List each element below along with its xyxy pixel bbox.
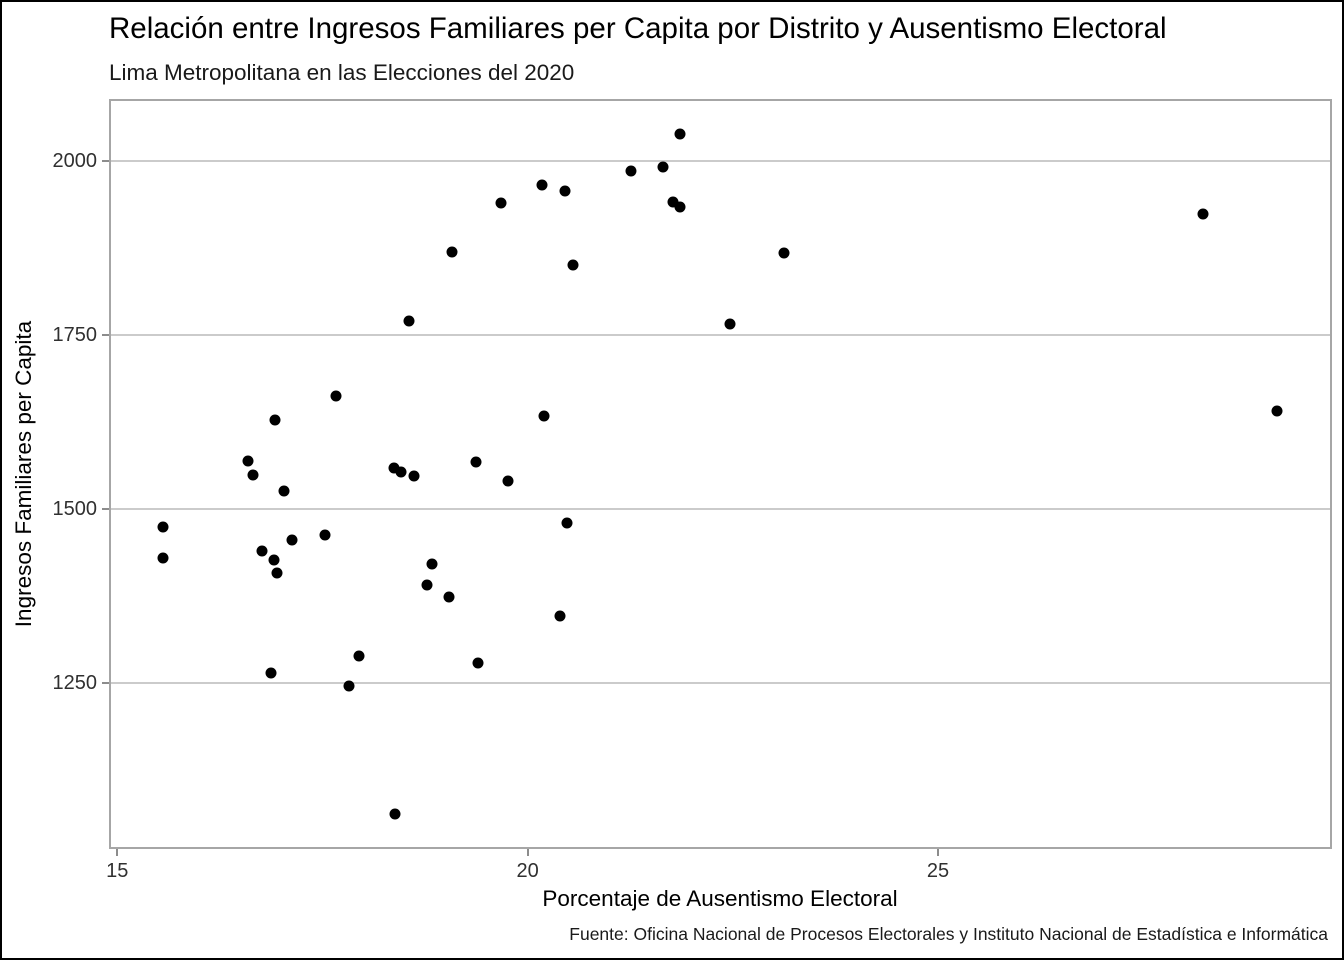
data-point [242,455,254,467]
gridline-y-2000 [111,159,1330,162]
chart-subtitle: Lima Metropolitana en las Elecciones del… [109,60,575,85]
data-point [319,529,331,541]
data-point [472,657,484,669]
data-point [395,466,407,478]
x-tick-15 [116,849,119,856]
data-point [495,197,507,209]
y-tick-2000 [102,159,109,162]
y-axis-title: Ingresos Familiares per Capita [11,320,36,628]
data-point [443,591,455,603]
y-tick-label-1500: 1500 [52,497,98,520]
data-point [403,315,415,327]
data-point [268,554,280,566]
x-tick-20 [526,849,529,856]
y-tick-1750 [102,333,109,336]
data-point [388,462,400,474]
x-axis-title: Porcentaje de Ausentismo Electoral [542,886,898,911]
data-point [567,259,579,271]
data-point [271,567,283,579]
y-tick-1250 [102,681,109,684]
data-point [278,485,290,497]
data-point [408,470,420,482]
data-point [1271,405,1283,417]
data-point [343,680,355,691]
data-point [625,165,637,177]
x-tick-25 [937,849,939,856]
data-point [667,196,679,208]
data-point [502,475,514,487]
data-point [269,414,281,426]
data-point [446,246,458,258]
x-tick-label-15: 15 [106,860,129,882]
data-point [157,552,169,564]
data-point [724,318,736,330]
x-tick-label-25: 25 [926,860,950,882]
gridline-y-1500 [111,507,1330,510]
data-point [470,456,482,468]
data-point [559,185,571,197]
x-tick-label-20: 20 [516,860,539,882]
y-tick-label-2000: 2000 [52,149,98,172]
data-point [353,650,365,662]
data-point [389,808,401,820]
y-tick-1500 [102,507,109,510]
data-point [674,128,686,140]
source-caption: Fuente: Oficina Nacional de Procesos Ele… [569,924,1328,944]
chart-title: Relación entre Ingresos Familiares per C… [109,12,1167,45]
data-point [256,545,268,557]
data-point [426,558,438,570]
data-point [657,161,669,173]
data-point [538,410,550,422]
data-point [778,247,790,259]
data-point [330,390,342,402]
data-point [421,579,433,591]
y-tick-label-1250: 1250 [52,671,98,694]
data-point [247,469,259,481]
data-point [157,521,169,533]
gridline-y-1750 [111,333,1330,336]
data-point [561,517,573,529]
data-point [286,534,298,546]
data-point [536,179,548,191]
data-point [265,667,277,679]
gridline-y-1250 [111,681,1330,684]
data-point [674,201,686,213]
plot-panel [109,99,1332,849]
data-point [1197,208,1209,220]
y-tick-label-1750: 1750 [52,323,98,346]
data-point [554,610,566,622]
